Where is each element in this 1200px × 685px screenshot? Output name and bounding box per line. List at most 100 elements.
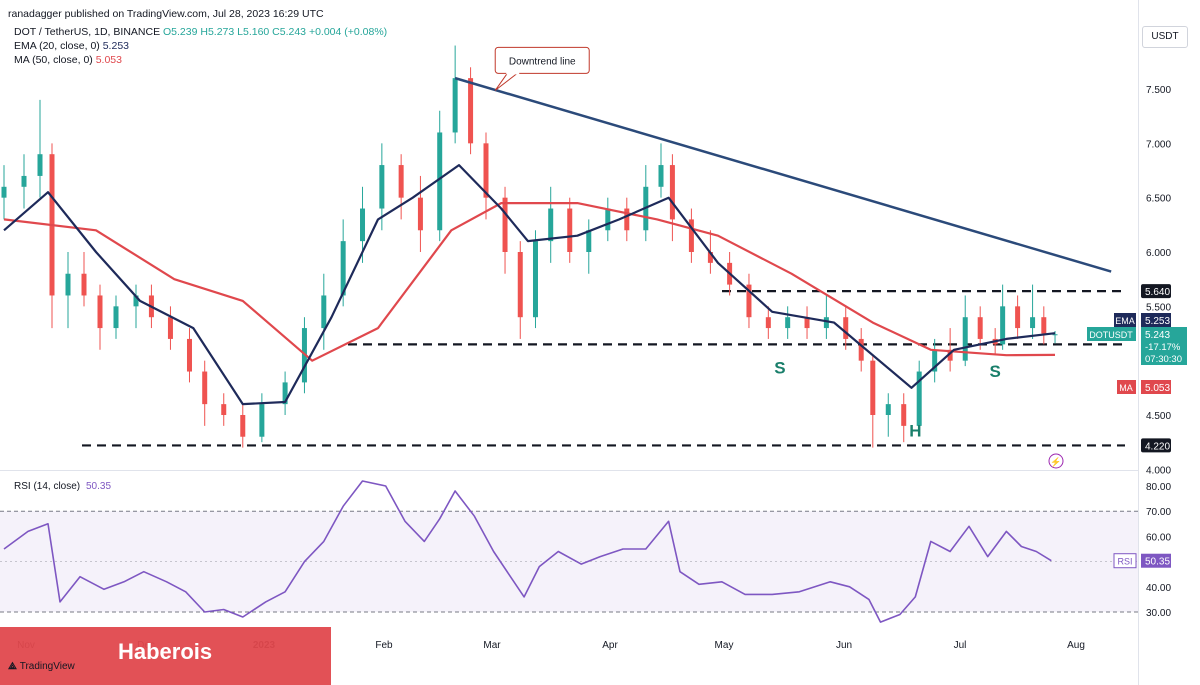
x-tick-label: Apr [602, 640, 618, 651]
candle-body [901, 404, 907, 426]
watermark-banner [0, 627, 331, 685]
ma-legend: MA (50, close, 0) 5.053 [14, 54, 122, 66]
pattern-label-h: H [909, 422, 921, 441]
symbol-label: DOT / TetherUS, 1D, BINANCE [14, 26, 161, 38]
ohlc-values: O5.239 H5.273 L5.160 C5.243 +0.004 (+0.0… [163, 26, 388, 38]
tradingview-logo-icon: ⟁ [8, 661, 20, 672]
candle-body [707, 252, 713, 263]
rsi-last-value: 50.35 [86, 481, 111, 492]
candle-body [658, 165, 664, 187]
x-tick-label: Mar [483, 640, 501, 651]
callout-pointer [494, 73, 518, 91]
rsi-tag-value: 50.35 [1145, 557, 1170, 568]
price-tick: 5.500 [1146, 302, 1171, 313]
price-tick: 4.000 [1146, 465, 1171, 476]
level-tag-text: 4.220 [1145, 441, 1170, 452]
x-tick-label: Jun [836, 640, 852, 651]
candle-body [624, 208, 630, 231]
symbol-tag-value: 5.243 [1145, 330, 1170, 341]
rsi-tick: 80.00 [1146, 482, 1171, 493]
rsi-line [3, 480, 1052, 623]
candle-body [483, 143, 489, 198]
candle-body [398, 165, 404, 198]
ema-tag-name: EMA [1115, 316, 1135, 326]
candle-body [1015, 306, 1021, 329]
pattern-label-s: S [989, 362, 1000, 381]
ema-tag-name-bg [1114, 313, 1136, 327]
candle-body [417, 197, 423, 231]
callout-box [494, 46, 590, 74]
candle-body [186, 338, 192, 372]
lightning-glyph: ⚡ [1050, 456, 1061, 468]
price-tick: 6.500 [1146, 194, 1171, 205]
level-tag-text: 5.640 [1145, 287, 1170, 298]
candle-body [916, 371, 922, 426]
candle-body [688, 219, 694, 252]
level-tag [1141, 438, 1171, 453]
candle-body [823, 317, 829, 329]
candle-body [947, 349, 953, 361]
x-tick-label: Jul [954, 640, 967, 651]
candle-body [548, 208, 554, 242]
candle-body [21, 175, 27, 187]
candle-body [340, 241, 346, 296]
rsi-tick: 60.00 [1146, 532, 1171, 543]
publish-info: ranadagger published on TradingView.com,… [8, 8, 324, 20]
candle-body [977, 317, 983, 339]
candle-body [81, 273, 87, 296]
rsi-tick: 70.00 [1146, 507, 1171, 518]
candle-body [843, 317, 849, 339]
candle-body [1000, 306, 1006, 345]
candle-body [586, 230, 592, 252]
candle-body [885, 404, 891, 415]
candle-body [65, 273, 71, 296]
currency-button[interactable]: USDT [1142, 26, 1188, 48]
candle-body [259, 404, 265, 437]
ema-legend-label: EMA (20, close, 0) [14, 40, 100, 52]
symbol-ohlc: DOT / TetherUS, 1D, BINANCE O5.239 H5.27… [14, 26, 387, 38]
ema-tag-value: 5.253 [1145, 316, 1170, 327]
price-tick: 6.000 [1146, 248, 1171, 259]
candle-body [437, 132, 443, 231]
candle-body [240, 415, 246, 437]
candle-body [167, 317, 173, 339]
ma-tag-value: 5.053 [1145, 383, 1170, 394]
lightning-icon [1048, 453, 1064, 469]
x-tick-label: May [715, 640, 734, 651]
pane-divider [0, 470, 1138, 471]
ma-tag-bg [1141, 380, 1171, 394]
candle-body [202, 371, 208, 405]
ma-tag-name-bg [1117, 380, 1136, 394]
candle-body [567, 208, 573, 252]
ema-legend-value: 5.253 [102, 40, 129, 52]
callout-pointer-mask [506, 71, 520, 75]
x-tick-label: Aug [1067, 640, 1085, 651]
candle-body [97, 295, 103, 329]
downtrend-line [454, 76, 1112, 273]
price-tick: 7.000 [1146, 139, 1171, 150]
candle-body [1052, 334, 1058, 336]
tradingview-logo: ⟁ TradingView [8, 661, 75, 672]
ma-legend-value: 5.053 [95, 54, 122, 66]
candle-body [113, 306, 119, 329]
rsi-tag-name: RSI [1117, 557, 1132, 567]
ma-tag-name: MA [1119, 383, 1133, 393]
price-axis-divider [1138, 0, 1139, 685]
candle-body [804, 317, 810, 329]
candle-body [282, 382, 288, 405]
ema-line [3, 164, 1056, 406]
price-tick: 4.500 [1146, 411, 1171, 422]
level-tag [1141, 284, 1171, 299]
candle-body [468, 78, 474, 144]
symbol-tag-bg [1141, 327, 1187, 365]
candle-body [221, 404, 227, 415]
symbol-tag-name-bg [1087, 327, 1136, 341]
candle-body [321, 295, 327, 329]
callout-label: Downtrend line [509, 56, 576, 67]
price-tick: 7.500 [1146, 85, 1171, 96]
ema-legend: EMA (20, close, 0) 5.253 [14, 40, 129, 52]
candle-body [379, 165, 385, 209]
pattern-label-s: S [774, 359, 785, 378]
symbol-tag-name: DOTUSDT [1089, 330, 1133, 340]
